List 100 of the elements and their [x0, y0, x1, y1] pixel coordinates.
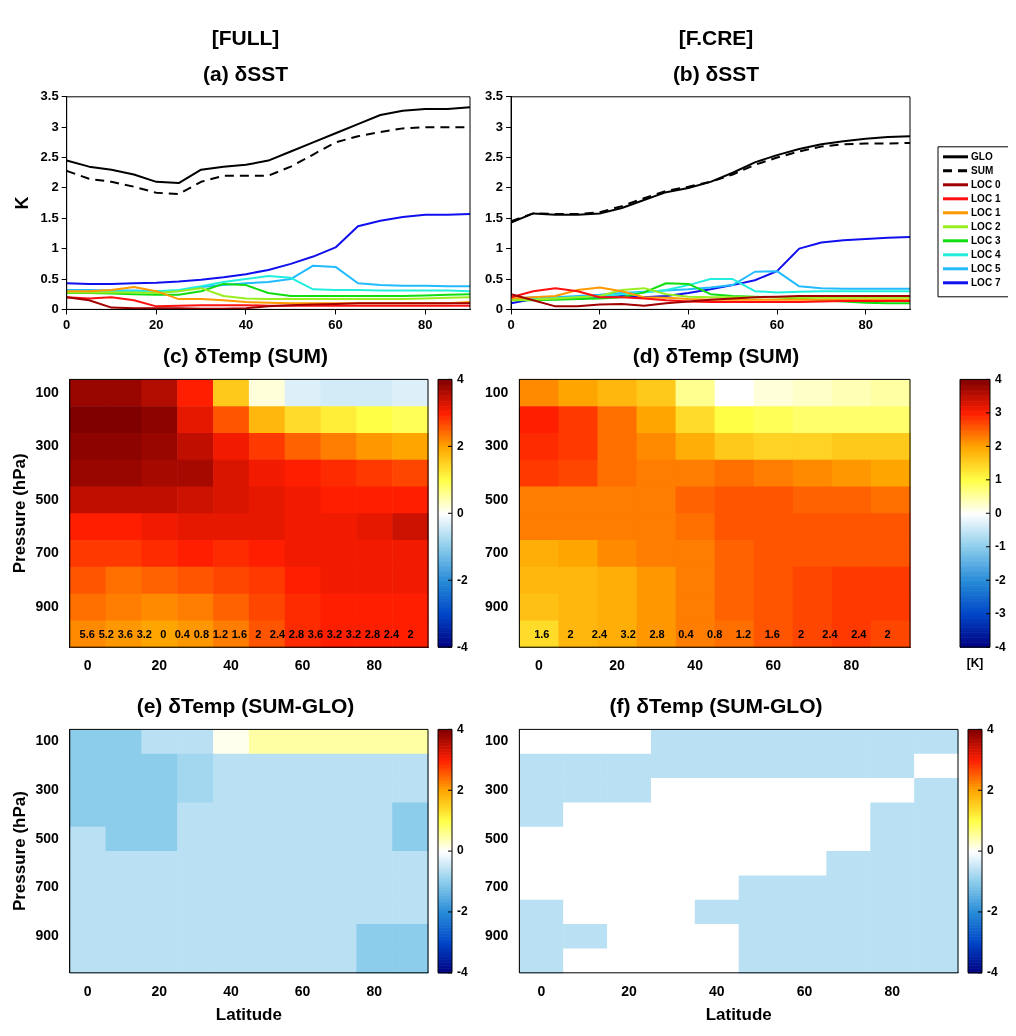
x-tick-label: 60: [294, 657, 311, 674]
y-tick-label: 3.5: [484, 88, 504, 104]
y-tick-label: 100: [35, 732, 59, 749]
annotation: 2: [798, 628, 805, 641]
chart-title: (e) δTemp (SUM-GLO): [135, 694, 356, 718]
y-tick-label: 300: [35, 437, 59, 454]
x-tick-label: 80: [843, 657, 860, 674]
x-tick-label: 60: [294, 983, 311, 1000]
color-bar-label: 2: [457, 782, 464, 797]
color-bar-label: 4: [457, 721, 464, 736]
annotation: 2.4: [851, 628, 868, 641]
annotation: 3.2: [326, 628, 343, 641]
color-bar-label: 0: [457, 843, 464, 858]
y-tick-label: 300: [485, 781, 509, 798]
x-tick-label: 20: [149, 316, 164, 332]
chart-title: (b) δSST: [671, 62, 761, 86]
color-bar-label: 2: [995, 438, 1002, 453]
y-tick-label: 3: [51, 118, 59, 134]
color-bar-label: -1: [995, 539, 1006, 554]
color-bar-label: 0: [995, 505, 1002, 520]
color-bar-label: 0: [987, 843, 994, 858]
y-tick-label: 1.5: [484, 209, 504, 225]
x-tick-label: 80: [417, 316, 433, 332]
color-bar-title: [K]: [966, 655, 984, 670]
y-tick-label: 2.5: [40, 149, 59, 165]
x-tick-label: 40: [687, 657, 704, 674]
x-tick-label: 40: [238, 316, 254, 332]
annotation: 0.8: [193, 628, 209, 641]
chart-title: (a) δSST: [201, 62, 290, 86]
y-tick-label: 300: [485, 437, 509, 454]
y-tick-label: 300: [35, 781, 59, 798]
y-tick-label: 900: [35, 597, 59, 614]
x-tick-label: 60: [765, 657, 782, 674]
color-bar-label: -4: [457, 639, 468, 654]
annotation: 2: [407, 628, 414, 641]
y-tick-label: 900: [35, 927, 59, 944]
annotation: 2.4: [269, 628, 286, 641]
y-tick-label: 2: [495, 179, 504, 195]
annotation: 2.4: [383, 628, 401, 641]
y-tick-label: 2: [51, 179, 59, 195]
legend-label: LOC 7: [971, 276, 1001, 288]
x-tick-label: 40: [223, 983, 239, 1000]
color-bar-label: -2: [457, 904, 468, 919]
x-tick-label: 60: [328, 316, 343, 332]
y-tick-label: 1: [51, 240, 59, 256]
x-tick-label: 80: [366, 657, 383, 674]
color-bar-label: -2: [987, 904, 998, 919]
chart-title: (f) δTemp (SUM-GLO): [608, 694, 824, 718]
annotation: 2.4: [822, 628, 839, 641]
annotation: 5.2: [98, 628, 114, 641]
color-bar-label: -2: [457, 572, 468, 587]
annotation: 1.2: [735, 628, 752, 641]
chart-title: (d) δTemp (SUM): [631, 344, 801, 368]
y-axis-title: Pressure (hPa): [9, 453, 29, 574]
color-bar-label: 0: [457, 505, 464, 520]
y-tick-label: 700: [35, 544, 59, 561]
annotation: 3.6: [117, 628, 133, 641]
x-tick-label: 60: [796, 983, 813, 1000]
annotation: 0: [160, 628, 167, 641]
x-tick-label: 0: [83, 983, 92, 1000]
color-bar-label: 4: [995, 371, 1002, 386]
x-axis-title: Latitude: [705, 1005, 772, 1025]
x-tick-label: 80: [366, 983, 383, 1000]
annotation: 2.8: [649, 628, 665, 641]
x-tick-label: 20: [609, 657, 626, 674]
annotation: 5.6: [79, 628, 95, 641]
color-bar-label: -3: [995, 606, 1006, 621]
y-tick-label: 3: [495, 118, 504, 134]
x-tick-label: 20: [151, 983, 168, 1000]
y-tick-label: 0.5: [40, 270, 59, 286]
color-bar-label: 2: [457, 438, 464, 453]
x-tick-label: 40: [708, 983, 725, 1000]
x-tick-label: 40: [223, 657, 239, 674]
legend-label: LOC 0: [971, 178, 1001, 190]
x-tick-label: 20: [621, 983, 638, 1000]
annotation: 1.6: [534, 628, 550, 641]
y-tick-label: 500: [35, 490, 59, 507]
x-tick-label: 20: [151, 657, 168, 674]
legend-label: SUM: [971, 164, 994, 176]
x-tick-label: 0: [83, 657, 92, 674]
y-tick-label: 0: [495, 300, 504, 316]
annotation: 1.6: [764, 628, 780, 641]
y-tick-label: 100: [35, 383, 59, 400]
y-tick-label: 900: [485, 597, 509, 614]
y-tick-label: 3.5: [40, 88, 59, 104]
legend-label: LOC 2: [971, 220, 1001, 232]
legend-label: LOC 1: [971, 206, 1001, 218]
y-tick-label: 1: [495, 240, 504, 256]
annotation: 3.2: [345, 628, 362, 641]
x-tick-label: 80: [884, 983, 901, 1000]
x-tick-label: 60: [769, 316, 785, 332]
annotation: 3.6: [307, 628, 324, 641]
y-tick-label: 500: [485, 490, 509, 507]
color-bar-label: 4: [987, 721, 994, 736]
annotation: 2.4: [591, 628, 608, 641]
annotation: 2: [567, 628, 574, 641]
color-bar-label: -4: [457, 965, 468, 980]
y-axis-title: K: [11, 196, 32, 210]
legend-label: LOC 5: [971, 262, 1001, 274]
x-tick-label: 0: [534, 657, 543, 674]
